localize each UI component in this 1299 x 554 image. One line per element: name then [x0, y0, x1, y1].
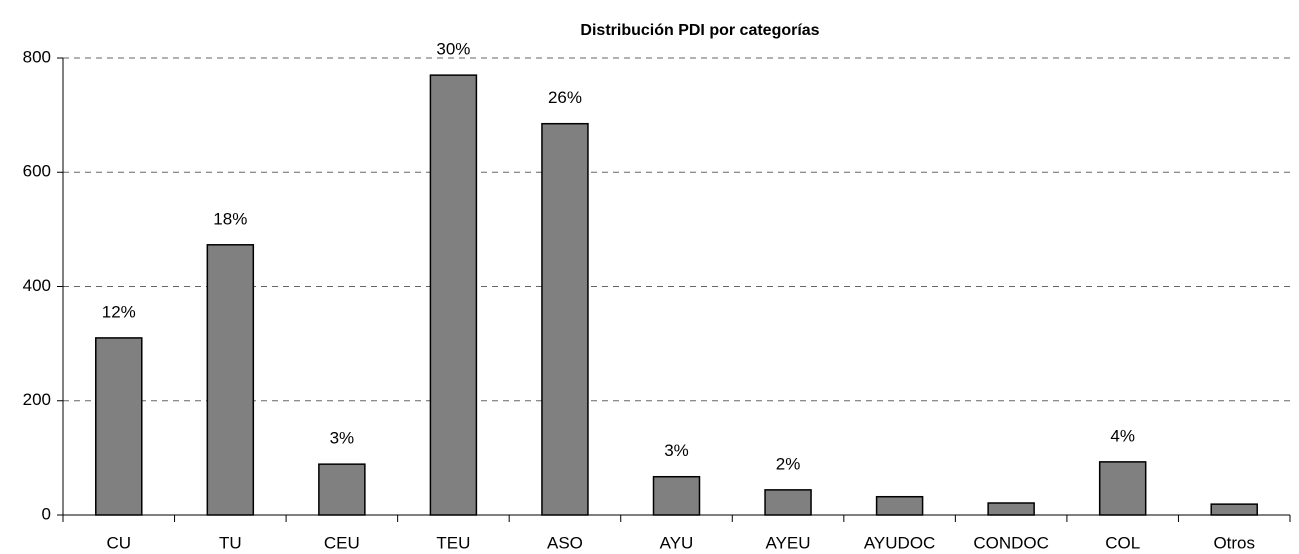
bar	[95, 337, 143, 516]
x-tick-label: COL	[1105, 533, 1140, 552]
bar	[1210, 503, 1258, 516]
share-label: 18%	[213, 209, 247, 228]
share-label: 4%	[1110, 426, 1135, 445]
bar	[875, 495, 924, 516]
bar	[652, 475, 701, 516]
x-tick-label: AYEU	[766, 533, 811, 552]
share-label: 26%	[548, 88, 582, 107]
y-tick-label: 600	[23, 162, 51, 181]
bar	[318, 463, 366, 516]
bar	[429, 74, 478, 516]
x-tick-label: Otros	[1213, 533, 1255, 552]
x-tick-label: CU	[106, 533, 131, 552]
chart-title: Distribución PDI por categorías	[580, 22, 819, 39]
share-label: 30%	[436, 40, 470, 59]
y-tick-label: 0	[42, 504, 51, 523]
y-tick-label: 400	[23, 276, 51, 295]
x-tick-label: AYU	[660, 533, 694, 552]
bar	[206, 244, 255, 516]
bar	[541, 122, 589, 516]
bar	[987, 502, 1035, 516]
x-tick-label: CONDOC	[973, 533, 1049, 552]
share-label: 12%	[102, 302, 136, 321]
x-tick-label: TEU	[436, 533, 470, 552]
x-tick-label: TU	[219, 533, 242, 552]
y-tick-label: 800	[23, 47, 51, 66]
bar	[764, 489, 812, 516]
x-tick-label: ASO	[547, 533, 583, 552]
bar	[1098, 461, 1147, 516]
x-tick-label: AYUDOC	[864, 533, 935, 552]
y-tick-label: 200	[23, 390, 51, 409]
share-label: 2%	[776, 454, 801, 473]
x-tick-label: CEU	[324, 533, 360, 552]
share-label: 3%	[330, 429, 355, 448]
share-label: 3%	[664, 441, 689, 460]
